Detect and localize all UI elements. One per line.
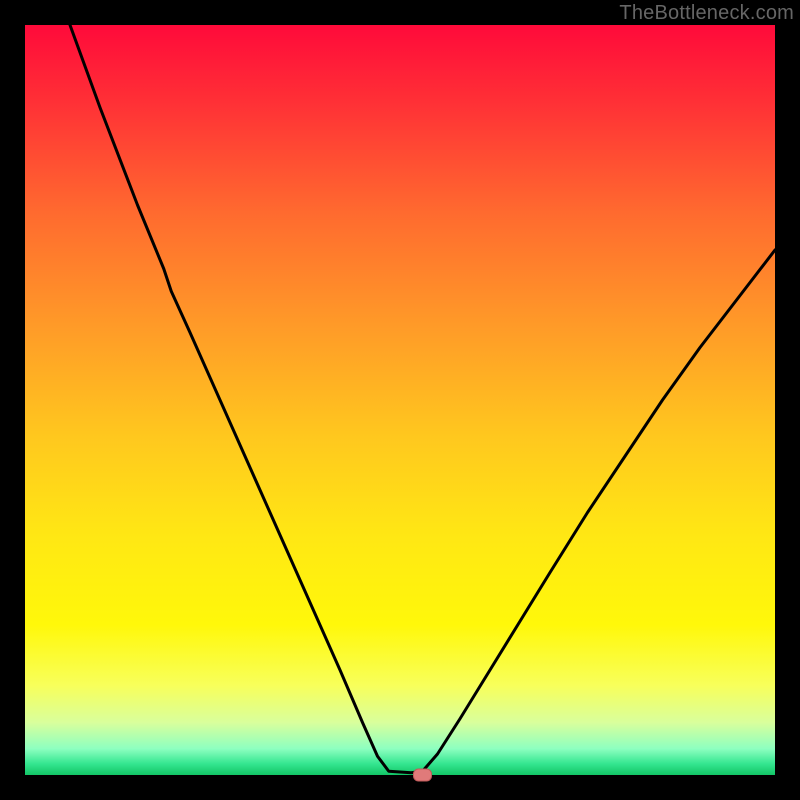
bottleneck-chart <box>0 0 800 800</box>
watermark-text: TheBottleneck.com <box>619 2 794 25</box>
chart-container: TheBottleneck.com <box>0 0 800 800</box>
optimal-marker <box>414 769 432 781</box>
